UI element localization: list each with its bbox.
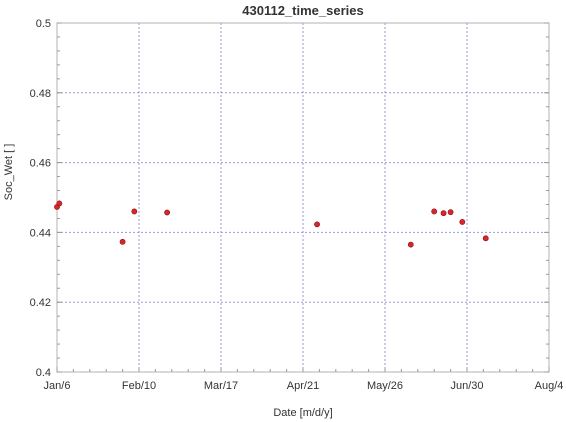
y-axis-label: Soc_Wet [ ] bbox=[3, 144, 15, 201]
data-point bbox=[407, 241, 414, 248]
grid bbox=[57, 23, 549, 372]
data-point bbox=[482, 235, 489, 242]
x-tick-label: Jun/30 bbox=[450, 380, 483, 392]
y-tick-label: 0.5 bbox=[36, 18, 51, 30]
data-points bbox=[54, 200, 489, 248]
x-tick-label: Aug/4 bbox=[535, 380, 564, 392]
y-tick-label: 0.46 bbox=[30, 158, 51, 170]
data-point bbox=[131, 208, 138, 215]
chart-title: 430112_time_series bbox=[242, 3, 363, 18]
data-point bbox=[119, 238, 126, 245]
data-point bbox=[314, 221, 320, 228]
data-point bbox=[431, 208, 438, 215]
data-point bbox=[440, 210, 447, 217]
data-point bbox=[164, 209, 171, 216]
x-tick-label: May/26 bbox=[367, 380, 403, 392]
x-axis-label: Date [m/d/y] bbox=[273, 407, 332, 419]
axis-ticks bbox=[56, 22, 550, 373]
y-tick-label: 0.42 bbox=[30, 297, 51, 309]
x-tick-label: Mar/17 bbox=[204, 380, 238, 392]
x-tick-labels: Jan/6 Feb/10 Mar/17 Apr/21 May/26 Jun/30 Aug/4 bbox=[44, 380, 564, 392]
x-tick-label: Feb/10 bbox=[122, 380, 156, 392]
y-tick-label: 0.44 bbox=[30, 227, 51, 239]
y-tick-labels: 0.4 0.42 0.44 0.46 0.48 0.5 bbox=[30, 18, 51, 379]
x-tick-label: Apr/21 bbox=[287, 380, 319, 392]
data-point bbox=[447, 209, 454, 216]
x-tick-label: Jan/6 bbox=[44, 380, 71, 392]
y-tick-label: 0.4 bbox=[36, 367, 51, 379]
data-point bbox=[459, 219, 466, 225]
data-point bbox=[56, 200, 63, 207]
y-tick-label: 0.48 bbox=[30, 88, 51, 100]
